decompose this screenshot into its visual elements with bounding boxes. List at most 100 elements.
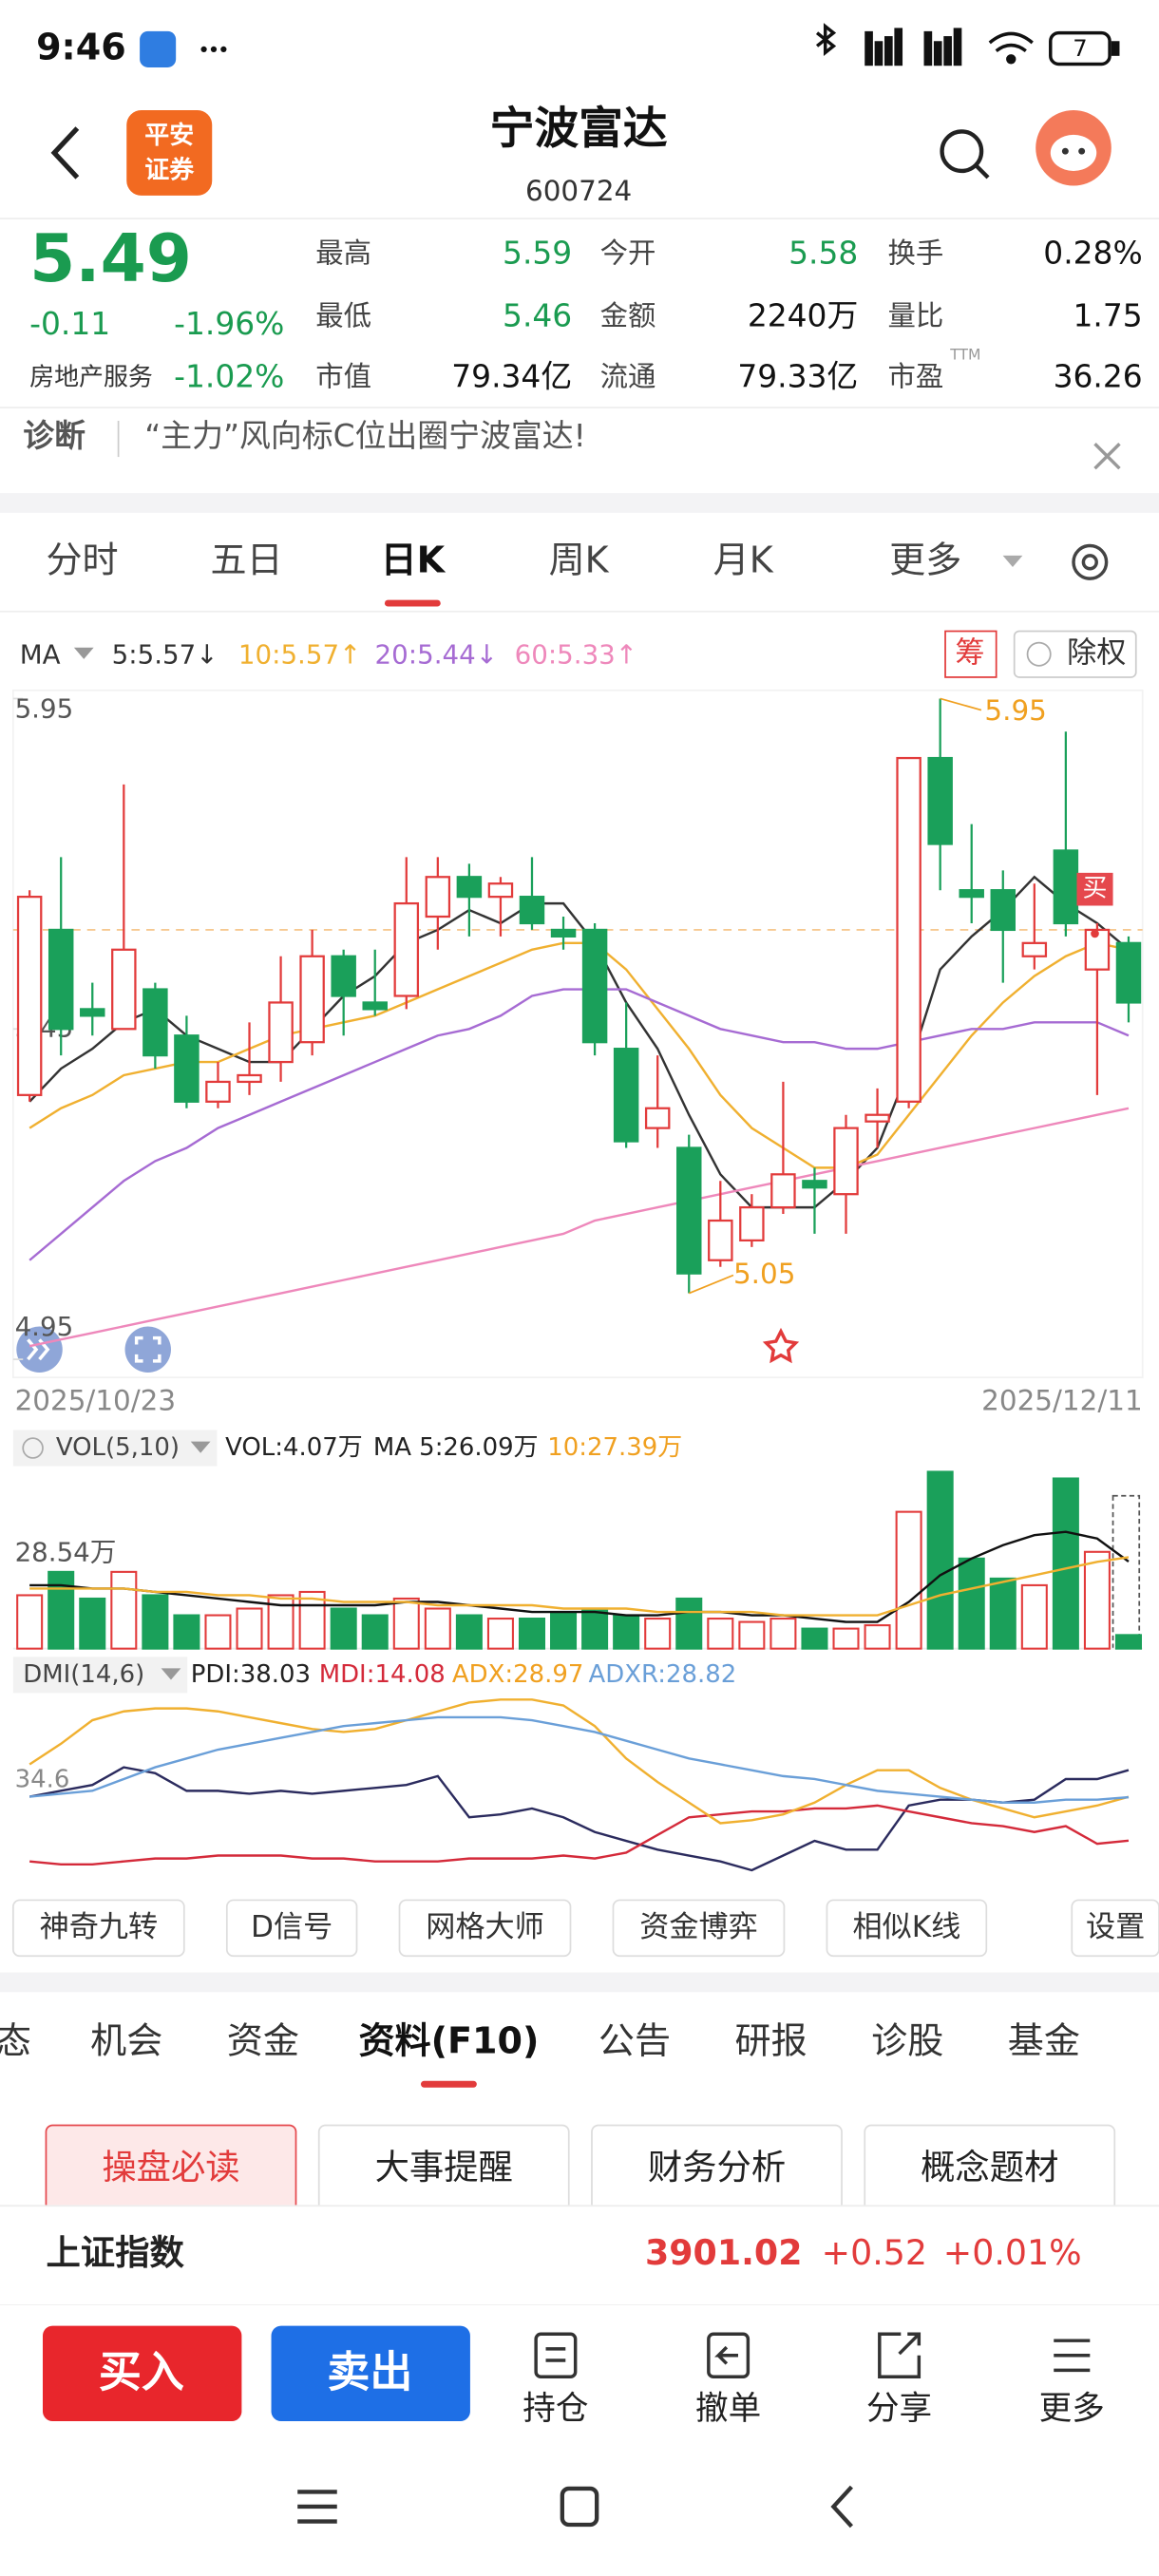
tool-button[interactable] (398, 1899, 572, 1958)
period-tab[interactable]: 周K (549, 539, 610, 580)
f10-button-label[interactable]: 大事提醒 (375, 2147, 513, 2188)
tool-label[interactable]: 资金博弈 (639, 1910, 758, 1944)
candle-body (864, 1113, 890, 1123)
vol-ma-line (29, 1530, 1130, 1623)
f10-button-label[interactable]: 概念题材 (921, 2147, 1058, 2188)
candle-body (770, 1173, 796, 1209)
field-value: 2240万 (748, 296, 858, 333)
chart-buttons[interactable] (16, 1326, 171, 1373)
f10-tab[interactable]: 机会 (90, 2019, 162, 2061)
field-value: 79.34亿 (451, 358, 572, 395)
y-tick-label: 4.95 (15, 1311, 74, 1342)
volume-bar (707, 1618, 734, 1650)
buy-label[interactable]: 买入 (99, 2347, 184, 2397)
event-star[interactable] (762, 1327, 800, 1364)
tool-button[interactable] (225, 1899, 358, 1958)
dmi-line (28, 1698, 1130, 1825)
f10-tab[interactable]: 研报 (735, 2019, 808, 2061)
settings-button[interactable] (1072, 543, 1109, 580)
ma-value: 60:5.33↑ (515, 638, 637, 670)
candle-body (581, 928, 608, 1044)
field-label: 最高 (315, 237, 371, 270)
field-label: 今开 (600, 237, 656, 270)
start-date: 2025/10/23 (15, 1385, 177, 1417)
avatar[interactable] (1036, 109, 1112, 186)
tool-label[interactable]: D信号 (251, 1910, 332, 1944)
exright-box[interactable] (1013, 630, 1137, 678)
action-label[interactable]: 持仓 (522, 2390, 588, 2428)
buy-button[interactable] (42, 2325, 242, 2421)
f10-tab[interactable]: 公告 (598, 2019, 671, 2061)
volume-bar (644, 1618, 672, 1650)
candle-body (833, 1127, 859, 1196)
f10-tab[interactable]: 资料(F10) (358, 2019, 539, 2061)
volume-bar (770, 1618, 797, 1650)
period-tab[interactable]: 更多 (889, 539, 961, 580)
stock-code: 600724 (525, 175, 632, 207)
battery-level: 7 (1073, 35, 1087, 62)
volume-bar (518, 1618, 546, 1650)
end-date: 2025/12/11 (981, 1385, 1143, 1417)
banner-text[interactable]: “主力”风向标C位出圈宁波富达! (144, 417, 585, 454)
tool-label[interactable]: 相似K线 (852, 1910, 960, 1944)
ma-value: 10:5.57↑ (238, 638, 361, 670)
action-label[interactable]: 更多 (1039, 2390, 1105, 2428)
index-pct: +0.01% (943, 2232, 1082, 2273)
f10-tab[interactable]: 资金 (227, 2019, 299, 2061)
candle-body (48, 928, 74, 1031)
f10-tab[interactable]: 态 (0, 2019, 31, 2061)
exright-button[interactable]: 除权 (1067, 636, 1126, 671)
f10-button-label[interactable]: 财务分析 (648, 2147, 786, 2188)
period-tab[interactable]: 五日 (211, 539, 283, 580)
ma-value: 5:5.57↓ (112, 638, 218, 670)
candle-body (959, 889, 984, 899)
field-sup: TTM (949, 346, 980, 363)
vol-box[interactable] (12, 1430, 218, 1467)
volume-bar (298, 1590, 326, 1650)
close-banner[interactable] (1093, 443, 1121, 470)
vol-indicator[interactable]: VOL(5,10) (56, 1433, 180, 1462)
candle-body (16, 896, 43, 1096)
tool-label[interactable]: 设置 (1086, 1910, 1145, 1944)
banner-tag: 诊断 (23, 417, 86, 454)
period-tab[interactable]: 日K (381, 539, 446, 580)
tool-button[interactable] (826, 1899, 988, 1958)
action-label[interactable]: 撤单 (695, 2390, 761, 2428)
sell-label[interactable]: 卖出 (327, 2347, 412, 2397)
dmi-stat: PDI:38.03 (191, 1660, 311, 1689)
volume-bar (110, 1570, 138, 1650)
back-button[interactable] (50, 126, 80, 180)
candle-body (739, 1205, 765, 1242)
candle-body (708, 1219, 733, 1261)
period-tab[interactable]: 月K (713, 539, 774, 580)
search-button[interactable] (940, 129, 990, 180)
action-label[interactable]: 分享 (866, 2390, 932, 2428)
tool-button[interactable] (612, 1899, 786, 1958)
sector-change: -1.02% (174, 358, 284, 395)
nav-bar[interactable] (297, 2485, 853, 2529)
field-value: 5.46 (503, 296, 572, 333)
sell-button[interactable] (271, 2325, 470, 2421)
volume-bar (958, 1557, 985, 1650)
chip-box[interactable] (944, 630, 998, 678)
field-label: 市盈 (887, 361, 943, 393)
candle-body (519, 896, 545, 925)
f10-button-label[interactable]: 操盘必读 (102, 2147, 239, 2188)
volume-bar (613, 1614, 640, 1650)
high-pointer (940, 697, 982, 711)
candle-body (268, 1001, 294, 1064)
ma-line (28, 875, 1130, 1209)
candle-body (927, 756, 953, 845)
tool-label[interactable]: 网格大师 (426, 1910, 544, 1944)
period-tab[interactable]: 分时 (46, 539, 118, 580)
f10-tab[interactable]: 基金 (1008, 2019, 1080, 2061)
dmi-box[interactable] (12, 1657, 188, 1694)
vol-ma-line (29, 1556, 1130, 1617)
dmi-indicator[interactable]: DMI(14,6) (23, 1660, 144, 1689)
candle-body (80, 1008, 105, 1017)
chip-button[interactable]: 筹 (955, 636, 984, 671)
f10-tab[interactable]: 诊股 (871, 2019, 943, 2061)
status-icons (140, 23, 1120, 67)
tool-label[interactable]: 神奇九转 (40, 1910, 159, 1944)
tool-button[interactable] (11, 1899, 185, 1958)
